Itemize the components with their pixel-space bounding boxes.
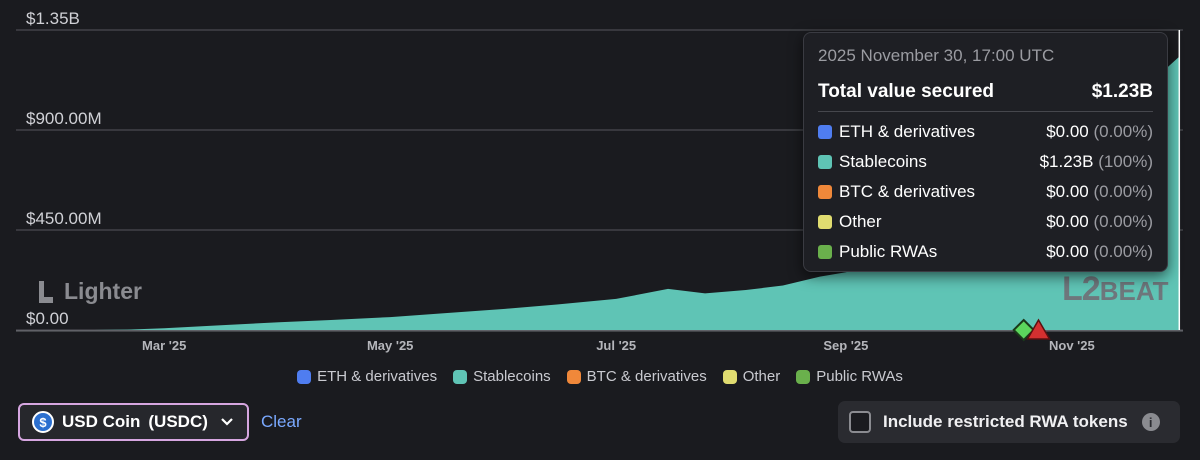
legend-label: Stablecoins xyxy=(473,368,551,385)
tooltip-total: Total value secured $1.23B xyxy=(818,81,1153,112)
legend-swatch-icon xyxy=(818,185,832,199)
tooltip-row-pct: (0.00%) xyxy=(1093,182,1153,201)
tooltip-row-label: Stablecoins xyxy=(839,152,927,171)
watermark-2: 2 xyxy=(1081,270,1101,308)
tooltip-row-label: Other xyxy=(839,212,882,231)
watermark-l: L xyxy=(1062,270,1083,308)
tooltip-row-label: Public RWAs xyxy=(839,242,938,261)
tooltip-row-value: $1.23B xyxy=(1039,152,1094,171)
rwa-checkbox[interactable] xyxy=(849,411,871,433)
token-select-dropdown[interactable]: $ USD Coin (USDC) xyxy=(18,403,249,441)
watermark-project-name: Lighter xyxy=(64,278,142,304)
tooltip-row-pct: (0.00%) xyxy=(1093,242,1153,261)
x-tick-label: Mar '25 xyxy=(142,338,186,353)
tooltip-row-pct: (0.00%) xyxy=(1093,212,1153,231)
legend-item[interactable]: Other xyxy=(722,368,781,385)
legend-label: BTC & derivatives xyxy=(586,368,707,385)
event-triangle-icon xyxy=(1026,318,1051,340)
legend-swatch-icon xyxy=(818,155,832,169)
legend-swatch-icon xyxy=(796,369,811,384)
chart-legend: ETH & derivatives Stablecoins BTC & deriva… xyxy=(0,368,1200,385)
tooltip-row-value: $0.00 xyxy=(1046,212,1089,231)
token-name: USD Coin xyxy=(62,412,141,431)
x-tick-label: Nov '25 xyxy=(1049,338,1095,353)
watermark-beat: BEAT xyxy=(1099,276,1169,306)
legend-label: Public RWAs xyxy=(816,368,903,385)
tooltip-row: Stablecoins $1.23B (100%) xyxy=(818,152,1153,172)
y-tick-label: $450.00M xyxy=(26,209,102,228)
x-tick-label: May '25 xyxy=(367,338,413,353)
y-tick-label: $0.00 xyxy=(26,309,69,328)
event-diamond-icon xyxy=(1012,318,1036,342)
tooltip-row: Public RWAs $0.00 (0.00%) xyxy=(818,242,1153,262)
tooltip-row: BTC & derivatives $0.00 (0.00%) xyxy=(818,182,1153,202)
tooltip-row-pct: (100%) xyxy=(1098,152,1153,171)
legend-item[interactable]: ETH & derivatives xyxy=(297,368,437,385)
tooltip-row-label-wrap: BTC & derivatives xyxy=(818,182,975,202)
legend-swatch-icon xyxy=(722,369,737,384)
legend-label: ETH & derivatives xyxy=(317,368,438,385)
tooltip-total-value: $1.23B xyxy=(1091,81,1153,102)
legend-swatch-icon xyxy=(818,125,832,139)
tooltip-row-label-wrap: ETH & derivatives xyxy=(818,122,975,142)
y-tick-label: $1.35B xyxy=(26,9,80,28)
y-tick-label: $900.00M xyxy=(26,109,102,128)
token-symbol: (USDC) xyxy=(148,412,208,431)
l2beat-watermark: L2BEAT xyxy=(1062,270,1169,309)
tooltip-row-label: BTC & derivatives xyxy=(839,182,976,201)
legend-swatch-icon xyxy=(818,245,832,259)
legend-label: Other xyxy=(742,368,781,385)
tooltip-row-pct: (0.00%) xyxy=(1093,122,1153,141)
x-tick-label: Sep '25 xyxy=(823,338,868,353)
tooltip-row: Other $0.00 (0.00%) xyxy=(818,212,1153,232)
tooltip-row-value: $0.00 xyxy=(1046,182,1089,201)
tooltip-row-value-wrap: $0.00 (0.00%) xyxy=(1046,242,1153,262)
tooltip-row-label-wrap: Other xyxy=(818,212,882,232)
lighter-watermark: Lighter xyxy=(36,278,142,305)
legend-swatch-icon xyxy=(566,369,581,384)
legend-swatch-icon xyxy=(818,215,832,229)
tooltip-row-value-wrap: $0.00 (0.00%) xyxy=(1046,182,1153,202)
legend-item[interactable]: Public RWAs xyxy=(796,368,903,385)
legend-item[interactable]: BTC & derivatives xyxy=(566,368,707,385)
info-icon[interactable]: i xyxy=(1141,413,1160,431)
tooltip-row-value-wrap: $1.23B (100%) xyxy=(1040,152,1153,172)
lighter-logo-icon xyxy=(39,280,53,303)
legend-swatch-icon xyxy=(297,369,312,384)
tooltip-rows: ETH & derivatives $0.00 (0.00%) Stableco… xyxy=(818,122,1153,262)
tooltip-row-value-wrap: $0.00 (0.00%) xyxy=(1046,122,1153,142)
clear-button[interactable]: Clear xyxy=(261,412,302,431)
tooltip-row-label-wrap: Public RWAs xyxy=(818,242,937,262)
tooltip-row-label-wrap: Stablecoins xyxy=(818,152,927,172)
tooltip-row-value: $0.00 xyxy=(1046,122,1089,141)
legend-item[interactable]: Stablecoins xyxy=(453,368,551,385)
tooltip-date: 2025 November 30, 17:00 UTC xyxy=(818,46,1055,65)
chart-tooltip: 2025 November 30, 17:00 UTC Total value … xyxy=(803,32,1168,272)
tooltip-row-value-wrap: $0.00 (0.00%) xyxy=(1046,212,1153,232)
include-restricted-rwa-toggle[interactable]: Include restricted RWA tokens i xyxy=(838,401,1180,443)
tooltip-total-label: Total value secured xyxy=(818,81,994,102)
usdc-icon: $ xyxy=(32,411,54,433)
rwa-label: Include restricted RWA tokens xyxy=(883,412,1128,431)
legend-swatch-icon xyxy=(453,369,468,384)
x-tick-label: Jul '25 xyxy=(596,338,636,353)
tooltip-row: ETH & derivatives $0.00 (0.00%) xyxy=(818,122,1153,142)
tvs-chart[interactable]: $1.35B $900.00M $450.00M $0.00 Mar '25 May '2… xyxy=(0,0,1200,360)
chevron-down-icon xyxy=(220,414,234,430)
tooltip-row-value: $0.00 xyxy=(1046,242,1089,261)
tooltip-row-label: ETH & derivatives xyxy=(839,122,976,141)
